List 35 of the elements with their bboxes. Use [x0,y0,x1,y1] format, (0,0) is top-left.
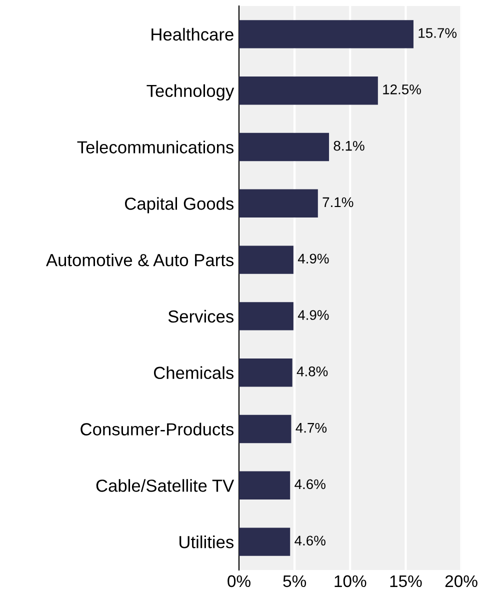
y-tick-label: Automotive & Auto Parts [46,254,234,266]
y-tick-label: Cable/Satellite TV [96,479,234,492]
x-tick-label: 0% [228,575,250,588]
data-label: 12.5% [383,84,421,94]
bar [239,414,292,444]
y-tick-label: Services [168,310,234,323]
bar [239,528,290,556]
data-label: 4.9% [298,310,329,320]
data-label: 4.6% [294,479,326,490]
x-tick-label: 15% [390,575,422,588]
y-tick-label: Technology [146,84,234,100]
bar [239,358,292,387]
bar [239,132,330,162]
y-tick-label: Chemicals [154,366,234,380]
bar [239,20,414,48]
y-tick-label: Capital Goods [125,197,234,214]
bar [239,76,378,105]
y-tick-label: Consumer-Products [80,422,234,436]
data-label: 7.1% [322,197,354,208]
x-tick-label: 10% [334,575,366,588]
x-tick-label: 5% [283,575,306,588]
data-label: 15.7% [418,28,457,38]
bar [239,189,318,218]
y-tick-label: Healthcare [152,28,234,41]
y-tick-label: Telecommunications [77,140,234,154]
bar [239,246,294,274]
data-label: 4.8% [296,366,328,376]
bar [239,302,294,330]
data-label: 4.6% [294,536,326,546]
data-label: 8.1% [334,140,364,151]
bar [239,471,290,500]
y-tick-label: Utilities [180,536,234,548]
data-label: 4.9% [298,254,329,264]
data-label: 4.7% [296,422,327,433]
x-tick-label: 20% [445,575,478,588]
